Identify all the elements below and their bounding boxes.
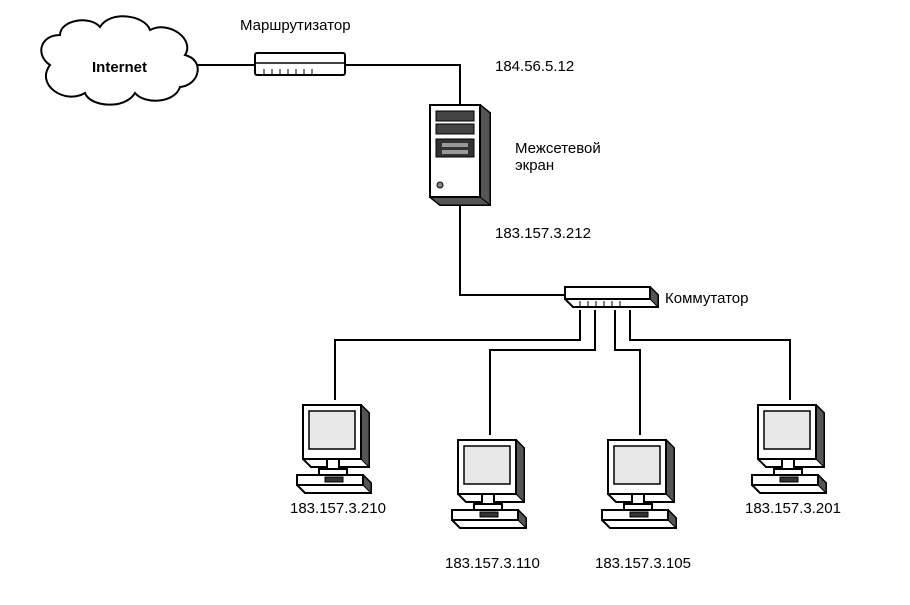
ip-router_out: 184.56.5.12 bbox=[495, 58, 574, 75]
ip-pc3: 183.157.3.105 bbox=[595, 555, 691, 572]
firewall-label: Межсетевой экран bbox=[515, 140, 601, 174]
switch-label: Коммутатор bbox=[665, 290, 748, 307]
router-label: Маршрутизатор bbox=[240, 17, 351, 34]
ip-firewall_out: 183.157.3.212 bbox=[495, 225, 591, 242]
ip-pc2: 183.157.3.110 bbox=[445, 555, 540, 572]
ip-pc1: 183.157.3.210 bbox=[290, 500, 386, 517]
pc-2 bbox=[452, 440, 526, 528]
pc-1 bbox=[297, 405, 371, 493]
network-diagram: Internet Маршрутизатор Межсетевой экран Ком… bbox=[0, 0, 910, 605]
pc-4 bbox=[752, 405, 826, 493]
cloud-label: Internet bbox=[92, 59, 147, 76]
ip-pc4: 183.157.3.201 bbox=[745, 500, 841, 517]
pc-3 bbox=[602, 440, 676, 528]
